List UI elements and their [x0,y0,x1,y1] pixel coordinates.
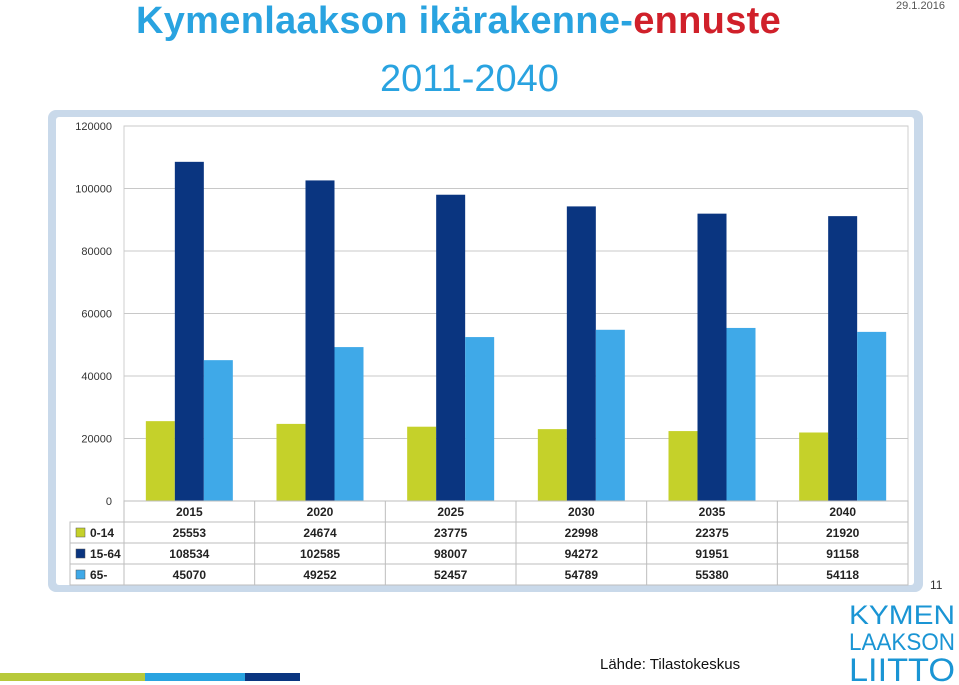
legend-key [75,548,86,559]
data-label: 22998 [565,526,599,540]
bar [857,331,887,501]
x-tick-label: 2030 [568,505,595,519]
legend-label: 0-14 [90,526,114,540]
legend-key [75,569,86,580]
logo-line3: LIITTO [849,652,955,682]
title-part2: ennuste [633,0,782,42]
kymenlaakson-liitto-logo: KYMEN LAAKSON LIITTO [849,600,955,682]
footer-bar-lightblue [145,673,245,681]
y-tick-label: 60000 [81,309,112,321]
data-label: 54789 [565,568,599,582]
bar [799,432,829,501]
footer-bar-green [0,673,145,681]
x-tick-label: 2025 [437,505,464,519]
data-label: 23775 [434,526,468,540]
bar [465,337,495,501]
y-tick-label: 120000 [75,121,112,133]
data-label: 108534 [169,547,209,561]
data-label: 102585 [300,547,340,561]
x-tick-label: 2020 [307,505,334,519]
x-tick-label: 2035 [699,505,726,519]
legend-key [75,527,86,538]
data-label: 45070 [173,568,207,582]
bar [537,429,567,501]
bar [174,161,204,502]
bar [334,347,364,501]
bar [203,360,233,501]
y-tick-label: 80000 [81,246,112,258]
legend-label: 15-64 [90,547,121,561]
data-label: 21920 [826,526,860,540]
bar [276,423,306,501]
data-label: 22375 [695,526,729,540]
x-tick-label: 2040 [829,505,856,519]
x-tick-label: 2015 [176,505,203,519]
y-tick-label: 100000 [75,184,112,196]
title-part1: Kymenlaakson ikärakenne- [136,0,634,42]
bar [436,194,466,501]
data-label: 98007 [434,547,468,561]
y-tick-label: 0 [106,496,112,508]
page-number: 11 [930,578,943,592]
bar [566,206,596,501]
data-label: 91158 [826,547,859,561]
data-label: 91951 [695,547,729,561]
data-label: 49252 [303,568,337,582]
bar [407,426,437,501]
logo-line2: LAAKSON [849,629,955,656]
bar [668,431,698,501]
legend-label: 65- [90,568,107,582]
bar [145,421,175,501]
data-label: 54118 [826,568,859,582]
bar [828,216,858,501]
page-subtitle: 2011-2040 [380,58,559,100]
data-label: 52457 [434,568,468,582]
bar [595,329,625,501]
data-label: 94272 [565,547,599,561]
source-label: Lähde: Tilastokeskus [600,656,741,673]
logo-line1: KYMEN [849,600,955,630]
footer-bar-darkblue [245,673,300,681]
chart-frame: 0 20000 40000 60000 80000 100000 120000 2015 202… [48,110,923,592]
bar [697,213,727,501]
data-label: 25553 [173,526,207,540]
date-label: 29.1.2016 [896,0,945,12]
bar [305,180,335,501]
data-label: 24674 [303,526,337,540]
bar-chart: 0 20000 40000 60000 80000 100000 120000 2015 202… [56,117,914,586]
data-label: 55380 [695,568,729,582]
y-tick-label: 40000 [81,371,112,383]
page-title: Kymenlaakson ikärakenne-ennuste [136,0,781,43]
y-tick-label: 20000 [81,434,112,446]
bar [726,327,756,501]
